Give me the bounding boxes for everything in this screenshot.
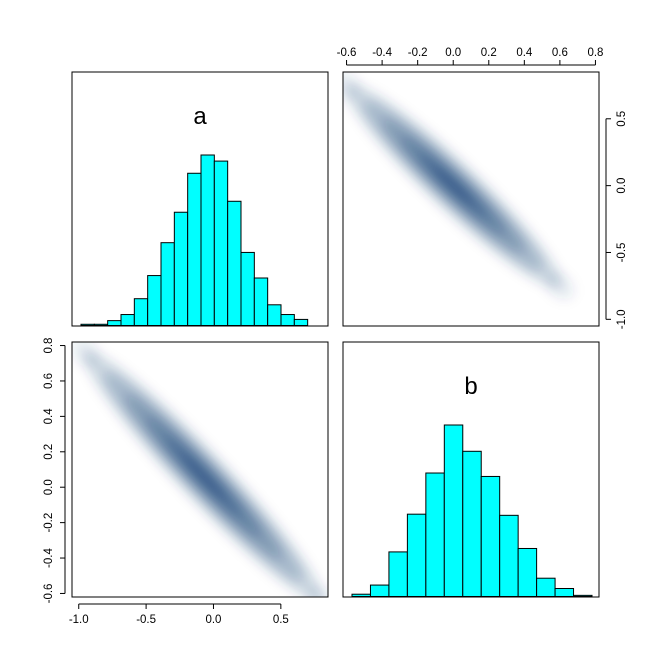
- histogram-bar: [187, 172, 202, 326]
- histogram-bar: [425, 472, 445, 597]
- x-tick-label: -0.5: [136, 614, 156, 626]
- histogram-bar: [573, 594, 593, 597]
- x-tick-label: -0.6: [337, 47, 357, 59]
- x-axis: -1.0 -0.5 0.0 0.5: [69, 603, 289, 626]
- y-tick-label: 0.0: [43, 479, 55, 495]
- y-tick-label: -1.0: [616, 309, 628, 329]
- x-tick-label: 0.2: [481, 47, 497, 59]
- density-cloud: [72, 342, 328, 597]
- x-tick-label: -1.0: [69, 614, 89, 626]
- y-tick-label: 0.5: [616, 111, 628, 127]
- x-axis: -0.6 -0.4 -0.2 0.0 0.2 0.4 0.6 0.8: [337, 47, 603, 66]
- histogram-bars: [351, 424, 593, 597]
- density-tail: [72, 342, 100, 367]
- histogram-bar: [293, 318, 309, 326]
- histogram-bar: [443, 424, 464, 597]
- y-axis: -0.6 -0.4 -0.2 0.0 0.2 0.4 0.6 0.8: [43, 338, 66, 604]
- x-tick-label: -0.4: [372, 47, 392, 59]
- y-tick-label: -0.4: [43, 548, 55, 568]
- x-tick-label: 0.6: [552, 47, 568, 59]
- histogram-bar: [120, 314, 135, 326]
- histogram-bar: [200, 154, 215, 326]
- density-layers: [72, 342, 328, 597]
- x-tick-label: 0.5: [273, 614, 289, 626]
- panel-title-a: a: [193, 103, 207, 130]
- y-tick-label: -0.6: [43, 584, 55, 604]
- density-tail: [343, 72, 361, 99]
- histogram-bar: [499, 514, 519, 597]
- histogram-bar: [107, 320, 122, 326]
- histogram-bar: [213, 160, 229, 326]
- y-tick-label: 0.4: [43, 408, 55, 425]
- histogram-bar: [253, 277, 269, 326]
- y-tick-label: 0.2: [43, 444, 55, 460]
- density-cloud: [343, 72, 574, 300]
- histogram-bar: [93, 323, 109, 326]
- histogram-bar: [160, 242, 175, 326]
- x-tick-label: 0.0: [445, 47, 461, 59]
- histogram-bar: [480, 475, 501, 597]
- histogram-bar: [554, 587, 575, 597]
- panel-frame: [342, 71, 600, 327]
- histogram-bar: [267, 304, 282, 326]
- density-contour: [433, 167, 473, 204]
- histogram-bar: [240, 251, 255, 326]
- y-tick-label: 0.0: [616, 178, 628, 194]
- density-contour: [181, 454, 225, 500]
- histogram-bar: [133, 298, 149, 326]
- y-tick-label: 0.6: [43, 373, 55, 389]
- histogram-bar: [80, 323, 95, 326]
- panel-density-b-a: -1.0 -0.5 0.0 0.5 -0.6 -0.4 -0.2 0.0 0.2 0.4 0.6 0.…: [43, 338, 329, 626]
- histogram-bar: [227, 200, 242, 326]
- histogram-bar: [388, 551, 408, 597]
- histogram-bar: [369, 584, 390, 597]
- panel-density-a-b: -0.6 -0.4 -0.2 0.0 0.2 0.4 0.6 0.8 -1.0 -0.5 0.0 0.…: [337, 47, 628, 329]
- x-tick-label: 0.4: [516, 47, 533, 59]
- histogram-bar: [406, 513, 427, 597]
- panel-title-b: b: [464, 373, 477, 400]
- histogram-bars: [80, 154, 309, 326]
- panel-frame: [71, 341, 329, 598]
- y-tick-label: -0.2: [43, 513, 55, 533]
- x-tick-label: 0.8: [587, 47, 603, 59]
- density-tail: [546, 272, 574, 300]
- histogram-bar: [536, 577, 556, 597]
- histogram-bar: [147, 275, 162, 326]
- y-tick-label: -0.5: [616, 243, 628, 263]
- panel-frame: [342, 341, 600, 598]
- panel-frame: [71, 71, 329, 327]
- histogram-bar: [462, 450, 482, 597]
- density-tail: [307, 586, 328, 597]
- y-axis: -1.0 -0.5 0.0 0.5: [605, 111, 628, 329]
- histogram-bar: [517, 547, 538, 597]
- histogram-bar: [351, 593, 371, 597]
- y-tick-label: 0.8: [43, 338, 55, 354]
- histogram-bar: [280, 314, 295, 326]
- x-tick-label: 0.0: [205, 614, 221, 626]
- histogram-bar: [173, 211, 189, 326]
- x-tick-label: -0.2: [408, 47, 428, 59]
- panel-histogram-b: b: [342, 341, 600, 598]
- density-layers: [343, 72, 574, 300]
- panel-histogram-a: a: [71, 71, 329, 327]
